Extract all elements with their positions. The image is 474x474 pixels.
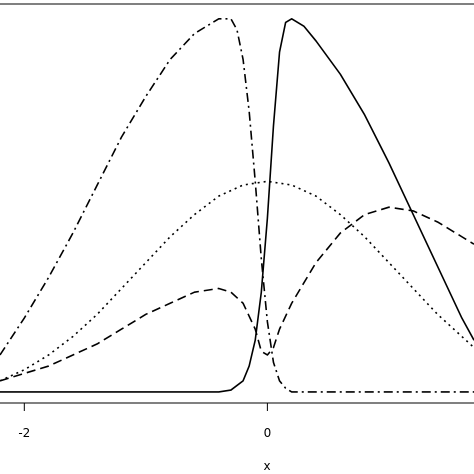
series-line-dashdot xyxy=(0,17,474,393)
plot-frame xyxy=(0,3,474,404)
series-layer xyxy=(0,17,474,393)
series-line-dotted xyxy=(0,180,474,382)
x-tick-label: -2 xyxy=(18,426,30,440)
x-axis: -2 0 xyxy=(18,403,271,440)
series-line-solid xyxy=(0,17,474,393)
x-axis-label: x xyxy=(263,459,270,473)
x-tick-label: 0 xyxy=(264,426,272,440)
series-line-dashed xyxy=(0,206,474,382)
